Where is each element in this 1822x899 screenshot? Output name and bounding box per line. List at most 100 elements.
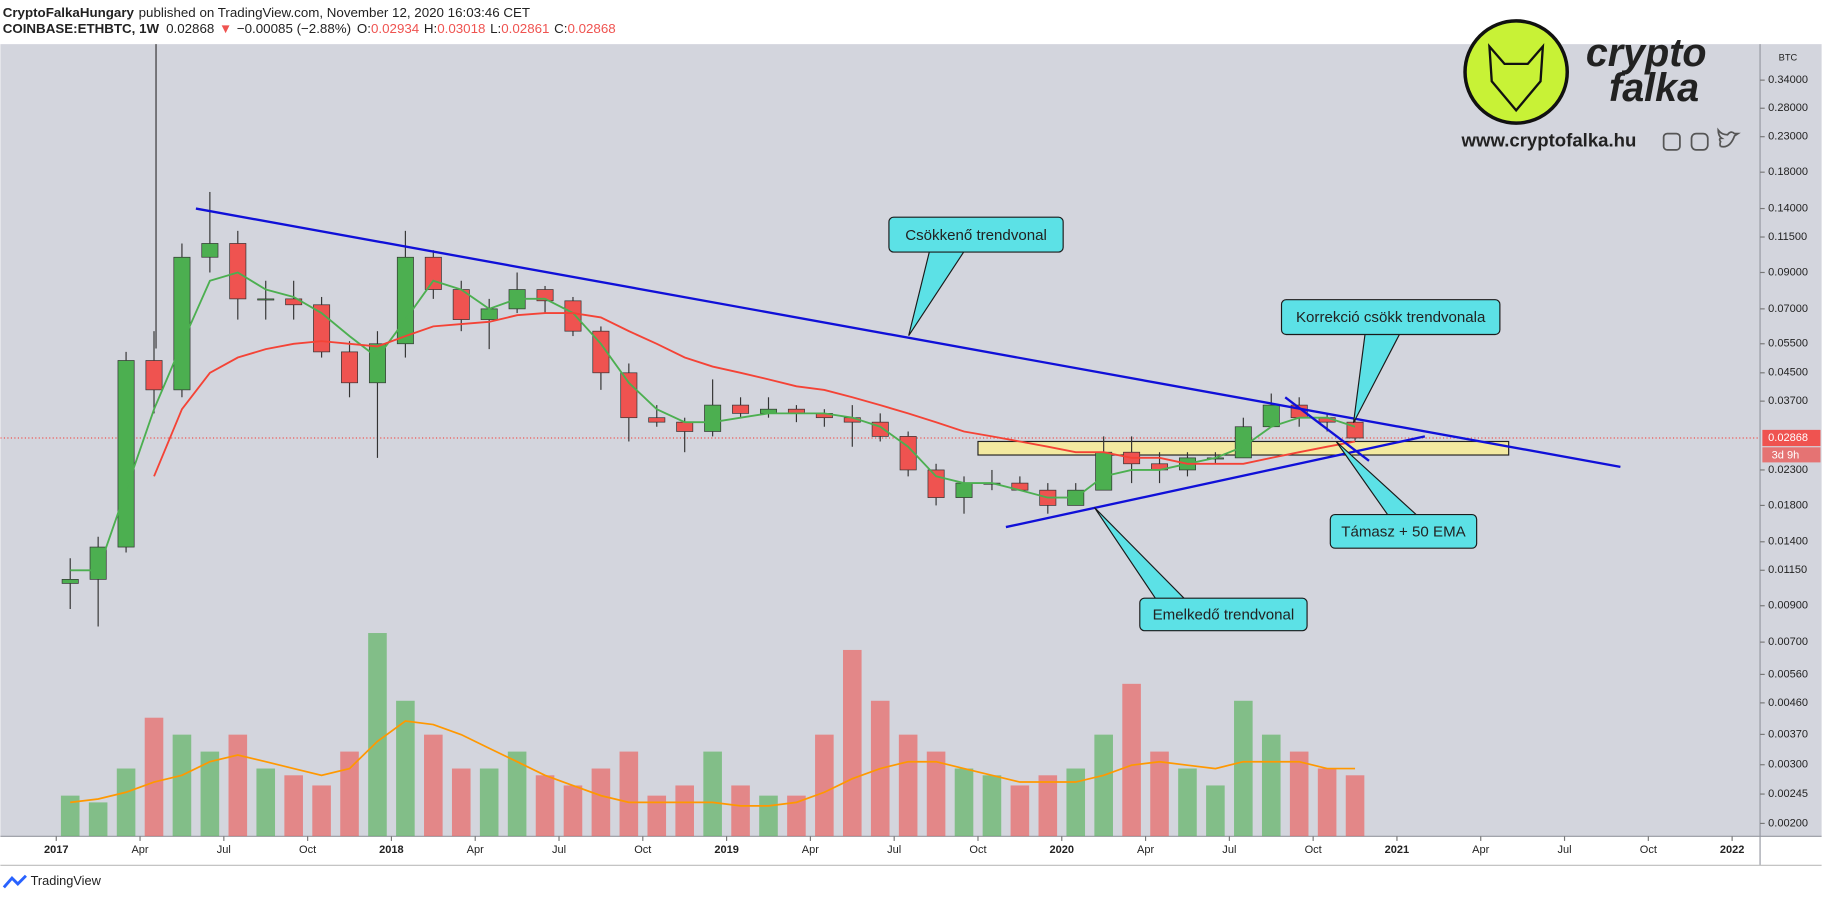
callout: Emelkedő trendvonal [1094, 507, 1308, 632]
footer: TradingView [2, 873, 102, 889]
callout-cover [1282, 300, 1499, 334]
y-tick-label: 0.00200 [1768, 817, 1808, 829]
candle-body [648, 417, 666, 423]
logo-badge [1463, 19, 1569, 125]
x-tick-label: Apr [1137, 844, 1154, 856]
y-tick-label: 0.00560 [1768, 668, 1808, 680]
x-tick-label: 2019 [714, 844, 739, 856]
volume-bar [898, 734, 918, 837]
callout: Csökkenő trendvonal [888, 216, 1064, 336]
volume-bar [1150, 751, 1169, 837]
x-tick-label: 2020 [1050, 844, 1075, 856]
volume-bar [116, 768, 136, 837]
ohlc-label: L: [490, 21, 501, 36]
candle-body [145, 360, 163, 391]
volume-bar [954, 768, 974, 837]
x-tick-label: Oct [1305, 844, 1322, 856]
callout-text: Emelkedő trendvonal [1153, 607, 1295, 624]
candle-body [676, 421, 694, 432]
candle-body [536, 289, 554, 302]
volume-bar [1094, 734, 1113, 837]
callout-cover [1331, 515, 1476, 548]
volume-bar [563, 785, 583, 837]
candle-body [117, 360, 135, 548]
candle-body [201, 243, 219, 258]
ohlc-value: 0.02868 [567, 21, 615, 36]
plot [0, 191, 1761, 837]
x-tick-label: Jul [1557, 844, 1571, 856]
callout-cover [890, 218, 1062, 251]
x-tick-label: Jul [217, 844, 231, 856]
volume-bar [647, 795, 667, 837]
candle-body [89, 546, 107, 580]
candle-body [173, 256, 191, 391]
volume-bar [340, 751, 359, 837]
x-tick-label: 2017 [44, 844, 69, 856]
x-tick-label: Apr [1472, 844, 1489, 856]
last: 0.02868 [166, 21, 214, 36]
candle-body [229, 243, 247, 300]
callout-cover [1140, 599, 1306, 630]
x-tick-label: Oct [299, 844, 316, 856]
volume-bar [591, 768, 611, 837]
currency: BTC [1779, 53, 1798, 63]
y-tick-label: 0.14000 [1768, 202, 1808, 214]
volume-bar [703, 751, 722, 837]
candle-body [564, 300, 582, 332]
brand-icon [2, 874, 27, 889]
volume-bar [535, 775, 555, 837]
volume-bar [759, 795, 778, 837]
candle-body [732, 404, 750, 414]
x-tick-label: Jul [887, 844, 901, 856]
volume-bar [284, 775, 303, 837]
y-tick-label: 0.00460 [1768, 697, 1808, 709]
volume-bar [256, 768, 276, 837]
volume-bar [1289, 751, 1309, 837]
y-tick-label: 0.07000 [1768, 303, 1808, 315]
callout-text: Támasz + 50 EMA [1341, 524, 1466, 541]
candle-body [1095, 451, 1113, 491]
y-tick-label: 0.05500 [1768, 338, 1808, 350]
ohlc-value: 0.02861 [501, 21, 549, 36]
icon-twitter[interactable] [1717, 127, 1741, 148]
y-tick-label: 0.11500 [1768, 231, 1807, 243]
x-tick-label: 2022 [1720, 844, 1745, 856]
volume-bar [982, 775, 1002, 837]
volume-bar [675, 785, 694, 837]
y-tick-label: 0.18000 [1768, 166, 1808, 178]
volume-ma [70, 720, 1356, 807]
logo-wolf [1488, 43, 1545, 113]
y-tick-label: 0.01400 [1768, 536, 1808, 548]
last-price-tag [1762, 429, 1821, 447]
y-tick-label: 0.02300 [1768, 464, 1808, 476]
volume-bar [1038, 775, 1058, 837]
candle-body [1234, 426, 1252, 459]
author: CryptoFalkaHungary [3, 4, 135, 19]
volume-bar [228, 734, 248, 837]
volume-bar [88, 802, 108, 837]
volume-bar [479, 768, 499, 837]
candle-body [592, 330, 610, 374]
y-tick-label: 0.04500 [1768, 367, 1808, 379]
y-tick-label: 0.00300 [1768, 759, 1808, 771]
y-tick-label: 0.09000 [1768, 266, 1808, 278]
y-tick-label: 0.00370 [1768, 728, 1808, 740]
y-tick-label: 0.00900 [1768, 600, 1808, 612]
ema-line [70, 271, 1356, 572]
icon-facebook[interactable] [1662, 132, 1681, 151]
x-tick-label: Oct [969, 844, 986, 856]
logo: crypto falka www.cryptofalka.hu [1461, 19, 1741, 151]
volume-bar [451, 768, 471, 837]
callout-text: Korrekció csökk trendvonala [1296, 309, 1486, 326]
x-tick-label: Apr [131, 844, 148, 856]
volume-bar [815, 734, 834, 837]
volume-bar [787, 795, 806, 837]
y-tick-label: 0.34000 [1768, 74, 1808, 86]
icon-instagram[interactable] [1690, 132, 1709, 151]
volume-bar [1234, 700, 1253, 837]
volume-bar [619, 751, 639, 837]
arrow: ▼ [219, 21, 232, 36]
volume-bar [842, 649, 862, 837]
